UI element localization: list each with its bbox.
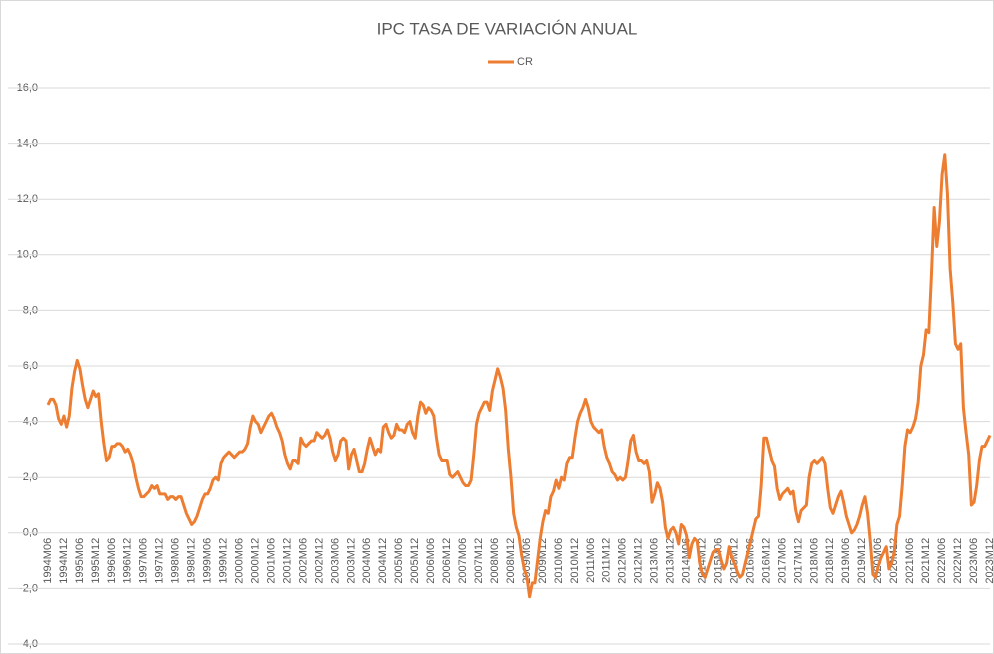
- x-tick-label: 1995M12: [90, 538, 102, 584]
- x-tick-label: 2019M06: [840, 538, 852, 584]
- x-tick-label: 2022M06: [936, 538, 948, 584]
- x-tick-label: 2006M06: [425, 538, 437, 584]
- x-tick-label: 2007M12: [473, 538, 485, 584]
- x-tick-label: 2008M06: [489, 538, 501, 584]
- x-tick-label: 2019M12: [856, 538, 868, 584]
- x-tick-label: 1998M12: [186, 538, 198, 584]
- x-tick-label: 2004M12: [377, 538, 389, 584]
- x-tick-label: 2010M12: [569, 538, 581, 584]
- x-tick-label: 2023M12: [984, 538, 994, 584]
- x-tick-label: 1994M12: [58, 538, 70, 584]
- x-tick-label: 2001M06: [265, 538, 277, 584]
- x-tick-label: 2018M06: [808, 538, 820, 584]
- x-tick-label: 1999M12: [218, 538, 230, 584]
- x-tick-label: 2023M06: [968, 538, 980, 584]
- x-tick-label: 2007M06: [457, 538, 469, 584]
- x-tick-label: 2018M12: [824, 538, 836, 584]
- x-tick-label: 1999M06: [202, 538, 214, 584]
- x-tick-label: 1996M12: [122, 538, 134, 584]
- legend-label: CR: [517, 56, 533, 68]
- x-tick-label: 2020M06: [872, 538, 884, 584]
- x-tick-label: 2001M12: [281, 538, 293, 584]
- x-tick-label: 1997M12: [154, 538, 166, 584]
- chart-title: IPC TASA DE VARIACIÓN ANUAL: [377, 19, 638, 38]
- x-tick-label: 1994M06: [42, 538, 54, 584]
- x-tick-label: 2020M12: [888, 538, 900, 584]
- x-tick-label: 2004M06: [361, 538, 373, 584]
- x-tick-label: 2013M12: [665, 538, 677, 584]
- x-tick-label: 2002M06: [297, 538, 309, 584]
- x-tick-label: 2002M12: [313, 538, 325, 584]
- x-tick-label: 2011M12: [601, 538, 613, 583]
- x-tick-label: 2003M06: [329, 538, 341, 584]
- x-tick-label: 2011M06: [585, 538, 597, 583]
- x-tick-label: 1995M06: [74, 538, 86, 584]
- x-tick-label: 2021M06: [904, 538, 916, 584]
- x-tick-label: 2008M12: [505, 538, 517, 584]
- x-tick-label: 1998M06: [170, 538, 182, 584]
- x-tick-label: 1997M06: [138, 538, 150, 584]
- x-tick-label: 2012M06: [617, 538, 629, 584]
- x-tick-label: 2006M12: [441, 538, 453, 584]
- x-tick-label: 1996M06: [106, 538, 118, 584]
- line-series: [46, 153, 992, 599]
- x-tick-label: 2000M06: [233, 538, 245, 584]
- x-tick-label: 2017M06: [776, 538, 788, 584]
- x-tick-label: 2005M12: [409, 538, 421, 584]
- x-tick-label: 2013M06: [649, 538, 661, 584]
- x-tick-label: 2010M06: [553, 538, 565, 584]
- x-tick-label: 2016M12: [760, 538, 772, 584]
- x-tick-label: 2005M06: [393, 538, 405, 584]
- x-tick-label: 2022M12: [952, 538, 964, 584]
- x-tick-label: 2003M12: [345, 538, 357, 584]
- x-tick-label: 2017M12: [792, 538, 804, 584]
- x-tick-label: 2012M12: [633, 538, 645, 584]
- x-tick-label: 2000M12: [249, 538, 261, 584]
- x-tick-label: 2021M12: [920, 538, 932, 584]
